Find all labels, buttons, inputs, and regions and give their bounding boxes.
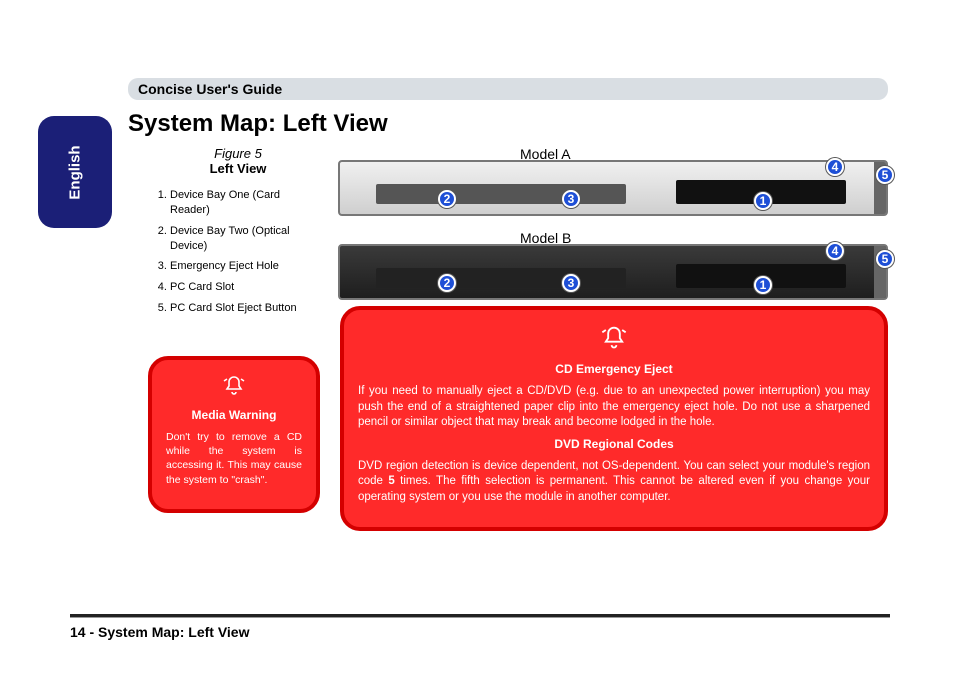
dvd-body-post: times. The fifth selection is permanent.…	[358, 475, 870, 503]
callout-a-1: 1	[754, 192, 772, 210]
device-model-b	[338, 244, 888, 300]
figure-number: Figure 5	[168, 146, 308, 161]
header-text: Concise User's Guide	[138, 81, 282, 97]
footer-rule	[70, 614, 890, 618]
media-warning-body: Don't try to remove a CD while the syste…	[166, 430, 302, 487]
figure-caption: Figure 5 Left View	[168, 146, 308, 176]
callout-b-5: 5	[876, 250, 894, 268]
media-warning-box: Media Warning Don't try to remove a CD w…	[148, 356, 320, 513]
callout-b-1: 1	[754, 276, 772, 294]
cd-eject-body: If you need to manually eject a CD/DVD (…	[358, 384, 870, 431]
language-label: English	[66, 145, 83, 199]
callout-b-2: 2	[438, 274, 456, 292]
language-tab: English	[38, 116, 112, 228]
dvd-region-body: DVD region detection is device dependent…	[358, 459, 870, 506]
callout-b-4: 4	[826, 242, 844, 260]
legend: Device Bay One (Card Reader) Device Bay …	[148, 188, 318, 322]
header-bar: Concise User's Guide	[128, 78, 888, 100]
callout-a-2: 2	[438, 190, 456, 208]
optical-drive-a	[376, 184, 626, 204]
callout-a-5: 5	[876, 166, 894, 184]
cd-eject-heading: CD Emergency Eject	[358, 362, 870, 376]
callout-a-4: 4	[826, 158, 844, 176]
page-title: System Map: Left View	[128, 110, 388, 138]
legend-item: Device Bay One (Card Reader)	[170, 188, 318, 218]
callout-a-3: 3	[562, 190, 580, 208]
callout-b-3: 3	[562, 274, 580, 292]
cd-eject-warning-box: CD Emergency Eject If you need to manual…	[340, 306, 888, 531]
media-warning-heading: Media Warning	[166, 408, 302, 422]
alert-icon	[358, 324, 870, 356]
optical-drive-b	[376, 268, 626, 288]
legend-item: Emergency Eject Hole	[170, 259, 318, 274]
footer-text: 14 - System Map: Left View	[70, 624, 249, 640]
alert-icon	[166, 374, 302, 402]
legend-item: PC Card Slot Eject Button	[170, 301, 318, 316]
figure-subtitle: Left View	[168, 161, 308, 176]
page: English Concise User's Guide System Map:…	[0, 0, 954, 673]
device-model-a	[338, 160, 888, 216]
dvd-region-heading: DVD Regional Codes	[358, 437, 870, 451]
legend-item: Device Bay Two (Optical Device)	[170, 224, 318, 254]
legend-item: PC Card Slot	[170, 280, 318, 295]
